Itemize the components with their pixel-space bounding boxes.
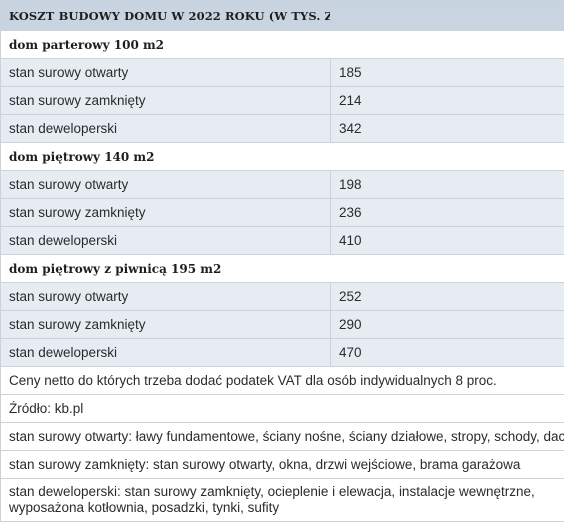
row-label: stan surowy zamknięty — [0, 86, 331, 115]
row-label: stan surowy zamknięty — [0, 198, 331, 227]
table-row: stan surowy otwarty 185 — [0, 58, 564, 87]
section-heading-row: dom parterowy 100 m2 — [0, 30, 564, 59]
section-heading-row: dom piętrowy 140 m2 — [0, 142, 564, 171]
note-row: Źródło: kb.pl — [0, 394, 564, 423]
note-row: stan surowy zamknięty: stan surowy otwar… — [0, 450, 564, 479]
table-header-row: KOSZT BUDOWY DOMU W 2022 ROKU (W TYS. ZŁ… — [0, 0, 564, 31]
note-row: stan surowy otwarty: ławy fundamentowe, … — [0, 422, 564, 451]
row-value: 410 — [330, 226, 564, 255]
table-row: stan surowy zamknięty 214 — [0, 86, 564, 115]
table-row: stan surowy otwarty 252 — [0, 282, 564, 311]
row-value: 214 — [330, 86, 564, 115]
section-heading: dom parterowy 100 m2 — [0, 30, 564, 59]
definition-open-shell: stan surowy otwarty: ławy fundamentowe, … — [0, 422, 564, 451]
table-row: stan surowy otwarty 198 — [0, 170, 564, 199]
table-header-empty-cell — [330, 0, 564, 31]
row-label: stan deweloperski — [0, 338, 331, 367]
row-label: stan surowy zamknięty — [0, 310, 331, 339]
row-value: 185 — [330, 58, 564, 87]
row-value: 252 — [330, 282, 564, 311]
row-value: 290 — [330, 310, 564, 339]
source-note: Źródło: kb.pl — [0, 394, 564, 423]
section-heading: dom piętrowy z piwnicą 195 m2 — [0, 254, 564, 283]
row-value: 470 — [330, 338, 564, 367]
row-value: 236 — [330, 198, 564, 227]
section-heading-row: dom piętrowy z piwnicą 195 m2 — [0, 254, 564, 283]
row-value: 342 — [330, 114, 564, 143]
table-row: stan deweloperski 342 — [0, 114, 564, 143]
table-row: stan surowy zamknięty 236 — [0, 198, 564, 227]
definition-closed-shell: stan surowy zamknięty: stan surowy otwar… — [0, 450, 564, 479]
table-row: stan deweloperski 410 — [0, 226, 564, 255]
note-row: Ceny netto do których trzeba dodać podat… — [0, 366, 564, 395]
table-row: stan deweloperski 470 — [0, 338, 564, 367]
table-row: stan surowy zamknięty 290 — [0, 310, 564, 339]
row-label: stan deweloperski — [0, 114, 331, 143]
section-heading: dom piętrowy 140 m2 — [0, 142, 564, 171]
note-row: stan deweloperski: stan surowy zamknięty… — [0, 478, 564, 522]
row-label: stan deweloperski — [0, 226, 331, 255]
vat-note: Ceny netto do których trzeba dodać podat… — [0, 366, 564, 395]
row-label: stan surowy otwarty — [0, 58, 331, 87]
row-value: 198 — [330, 170, 564, 199]
definition-developer-standard: stan deweloperski: stan surowy zamknięty… — [0, 478, 564, 522]
row-label: stan surowy otwarty — [0, 282, 331, 311]
row-label: stan surowy otwarty — [0, 170, 331, 199]
table-title: KOSZT BUDOWY DOMU W 2022 ROKU (W TYS. ZŁ… — [0, 0, 331, 31]
